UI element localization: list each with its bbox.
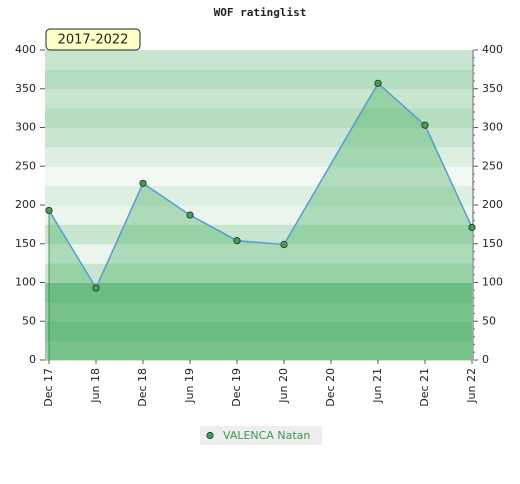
background-band: [45, 88, 472, 109]
background-band: [45, 321, 472, 342]
x-tick-label: Dec 17: [42, 368, 55, 407]
background-band: [45, 127, 472, 148]
x-tick-label: Dec 19: [230, 368, 243, 407]
background-band: [45, 146, 472, 167]
y2-tick-label: 350: [482, 82, 503, 95]
y2-tick-label: 300: [482, 121, 503, 134]
background-band: [45, 50, 472, 70]
x-tick-label: Jun 22: [465, 368, 478, 404]
y2-tick-label: 50: [482, 314, 496, 327]
background-band: [45, 108, 472, 128]
y2-tick-label: 100: [482, 276, 503, 289]
data-point: [421, 121, 429, 129]
annotation-box: [45, 28, 141, 51]
y-tick-label: 150: [15, 237, 36, 250]
background-band: [45, 340, 472, 361]
legend-label: VALENCA Natan: [223, 429, 310, 442]
y2-tick-label: 0: [482, 353, 489, 366]
x-tick-label: Jun 21: [371, 368, 384, 404]
data-point: [186, 211, 194, 219]
y2-tick-label: 200: [482, 198, 503, 211]
y-tick-label: 0: [29, 353, 36, 366]
chart-title: WOF ratinglist: [214, 6, 307, 19]
background-band: [45, 69, 472, 90]
data-point: [92, 284, 100, 292]
legend-marker: [206, 431, 214, 440]
legend-box: [200, 426, 322, 445]
background-band: [45, 282, 472, 303]
y-tick-label: 300: [15, 121, 36, 134]
data-point: [139, 179, 147, 187]
background-band: [45, 224, 472, 245]
y-tick-label: 250: [15, 159, 36, 172]
y2-tick-label: 400: [482, 43, 503, 56]
y-tick-label: 350: [15, 82, 36, 95]
y-tick-label: 100: [15, 276, 36, 289]
y-tick-label: 50: [22, 314, 36, 327]
background-band: [45, 263, 472, 283]
annotation: 2017-2022: [58, 33, 129, 48]
background-band: [45, 243, 472, 264]
data-point: [280, 240, 288, 249]
x-tick-label: Dec 21: [418, 368, 431, 407]
data-point: [374, 79, 382, 87]
x-tick-label: Jun 20: [277, 368, 290, 404]
data-point: [468, 223, 476, 232]
background-band: [45, 205, 472, 225]
x-tick-label: Dec 18: [136, 368, 149, 407]
y2-tick-label: 250: [482, 159, 503, 172]
x-tick-label: Jun 18: [89, 368, 102, 404]
y2-tick-label: 150: [482, 237, 503, 250]
background-band: [45, 166, 472, 187]
y-tick-label: 200: [15, 198, 36, 211]
background-band: [45, 301, 472, 322]
x-tick-label: Dec 20: [324, 368, 337, 407]
y-tick-label: 400: [15, 43, 36, 56]
background-band: [45, 185, 472, 206]
x-tick-label: Jun 19: [183, 368, 196, 404]
data-point: [233, 237, 241, 245]
area-fill: [49, 83, 472, 360]
data-point: [45, 206, 53, 215]
